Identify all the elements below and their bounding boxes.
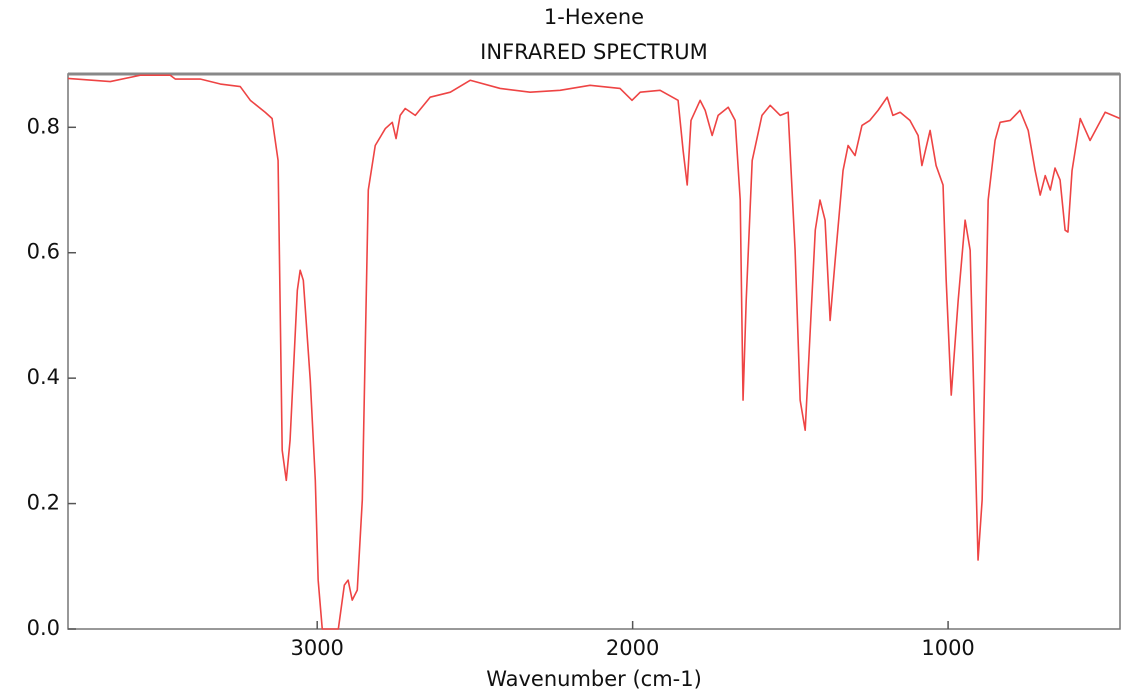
y-tick-label: 0.0 — [27, 616, 60, 640]
x-tick-label: 1000 — [921, 636, 974, 660]
plot-frame — [67, 73, 1121, 630]
spectrum-line — [67, 74, 1121, 630]
y-tick-label: 0.8 — [27, 114, 60, 138]
chart-subtitle: INFRARED SPECTRUM — [480, 40, 708, 64]
x-axis-label: Wavenumber (cm-1) — [486, 667, 702, 691]
x-tick-label: 2000 — [606, 636, 659, 660]
y-tick-label: 0.2 — [27, 491, 60, 515]
y-tick-label: 0.4 — [27, 365, 60, 389]
y-tick-label: 0.6 — [27, 240, 60, 264]
chart-title: 1-Hexene — [544, 5, 644, 29]
x-tick-label: 3000 — [290, 636, 343, 660]
